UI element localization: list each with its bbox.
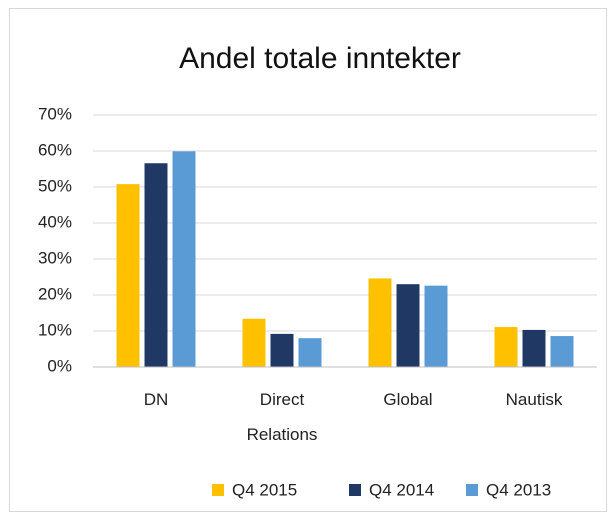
bar	[242, 318, 266, 367]
y-tick-label: 10%	[38, 320, 72, 339]
y-tick-label: 20%	[38, 284, 72, 303]
legend-swatch	[349, 484, 361, 496]
x-tick-label: Global	[383, 390, 433, 409]
y-tick-label: 40%	[38, 212, 72, 231]
x-tick-label-box: Direct Relations	[246, 390, 318, 444]
x-tick-label: Direct Relations	[246, 390, 318, 444]
bar	[550, 336, 574, 367]
legend-label: Q4 2015	[232, 480, 297, 499]
x-tick-label-box: DN	[143, 390, 169, 409]
x-tick-label-box: Global	[383, 390, 433, 409]
bar	[116, 184, 140, 367]
x-tick-label-box: Nautisk	[505, 390, 563, 409]
y-tick-label: 50%	[38, 176, 72, 195]
bar	[494, 327, 518, 367]
bar	[172, 151, 196, 367]
legend-swatch	[212, 484, 224, 496]
x-tick-label: Nautisk	[505, 390, 563, 409]
bar	[368, 278, 392, 367]
y-tick-label: 0%	[47, 356, 72, 375]
bar	[298, 338, 322, 367]
bar	[144, 163, 168, 367]
y-tick-label: 60%	[38, 140, 72, 159]
bar	[424, 285, 448, 367]
x-tick-label: DN	[143, 390, 169, 409]
y-tick-label: 30%	[38, 248, 72, 267]
bar	[522, 329, 546, 367]
chart-title: Andel totale inntekter	[179, 42, 461, 75]
chart-border	[9, 8, 607, 512]
bar	[270, 333, 294, 367]
legend-label: Q4 2013	[486, 480, 551, 499]
bar	[396, 284, 420, 367]
legend-swatch	[466, 484, 478, 496]
legend-label: Q4 2014	[369, 480, 434, 499]
y-tick-label: 70%	[38, 104, 72, 123]
